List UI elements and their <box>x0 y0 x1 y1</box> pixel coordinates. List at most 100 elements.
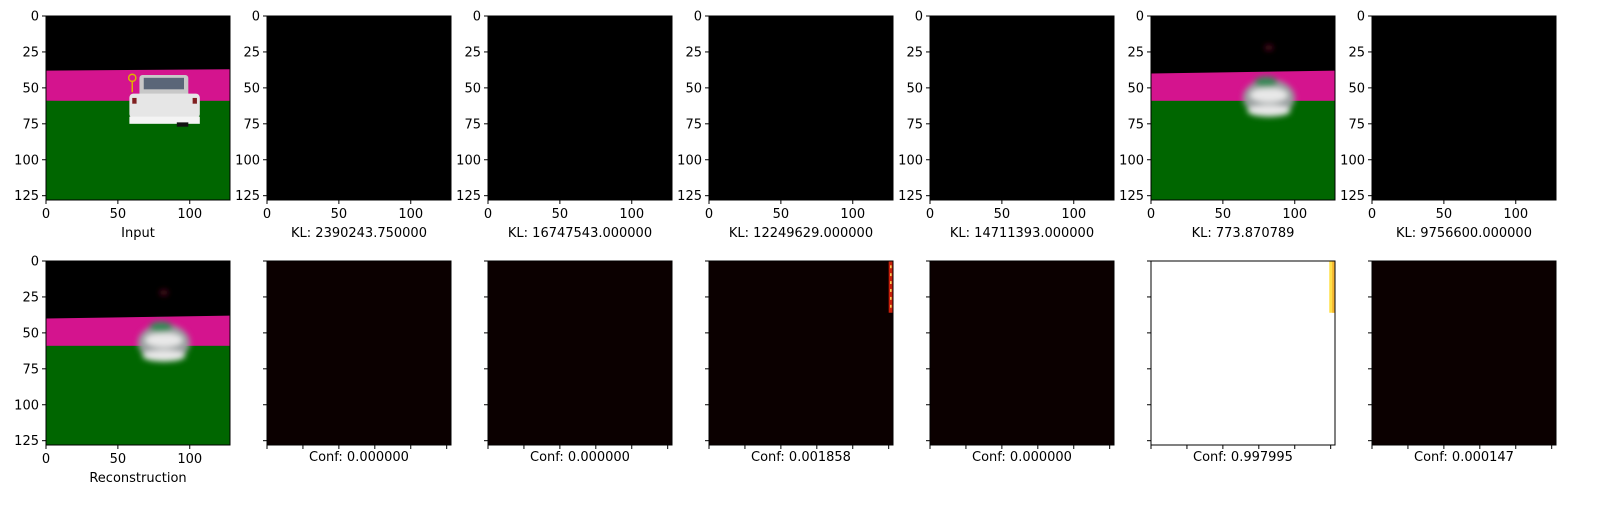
heatmap-area <box>1151 261 1335 445</box>
x-tick-label: 100 <box>1282 207 1307 222</box>
x-tick-label: 0 <box>1147 207 1155 222</box>
image-area <box>267 16 451 200</box>
y-tick-label: 0 <box>1136 10 1144 25</box>
x-tick-label: 50 <box>552 207 569 222</box>
heat-spot <box>890 281 892 284</box>
panel-caption: KL: 773.870789 <box>1192 226 1295 241</box>
image-area <box>1372 16 1556 200</box>
panel-top-7: 0 50 100 0 25 50 75 100 125 KL: 9756600.000000 <box>1340 10 1557 241</box>
y-tick-label: 100 <box>1119 153 1144 168</box>
y-tick-label: 75 <box>906 117 923 132</box>
y-tick-label: 100 <box>14 153 39 168</box>
car-window <box>143 77 184 90</box>
x-tick-label: 100 <box>177 207 202 222</box>
y-tick-label: 125 <box>14 189 39 204</box>
y-tick-label: 75 <box>22 362 39 377</box>
x-tick-label: 0 <box>263 207 271 222</box>
heatmap-area <box>709 261 893 445</box>
panel-caption: KL: 2390243.750000 <box>291 226 427 241</box>
x-tick-label: 100 <box>840 207 865 222</box>
panel-bottom-3: Conf: 0.000000 <box>484 260 673 465</box>
panel-frame <box>487 15 673 201</box>
y-tick-label: 125 <box>677 189 702 204</box>
x-tick-label: 0 <box>484 207 492 222</box>
panel-caption: Reconstruction <box>89 471 186 486</box>
y-tick-label: 50 <box>243 81 260 96</box>
y-tick-label: 75 <box>685 117 702 132</box>
y-tick-label: 50 <box>906 81 923 96</box>
ground-region <box>1151 100 1335 200</box>
panel-bottom-4: Conf: 0.001858 <box>705 260 894 465</box>
x-tick-label: 0 <box>42 207 50 222</box>
panel-caption: Conf: 0.000000 <box>530 450 630 465</box>
panel-top-1: 0 50 100 0 25 50 75 100 125 Input <box>14 10 231 241</box>
panel-top-6: 0 50 100 0 25 50 75 100 125 KL: 773.870789 <box>1119 10 1336 241</box>
x-tick-label: 50 <box>331 207 348 222</box>
x-tick-label: 100 <box>1503 207 1528 222</box>
x-tick-label: 50 <box>994 207 1011 222</box>
y-tick-label: 100 <box>14 398 39 413</box>
car-wheel <box>176 122 189 127</box>
y-tick-label: 50 <box>1348 81 1365 96</box>
y-tick-label: 25 <box>906 45 923 60</box>
panel-frame <box>45 260 231 446</box>
x-tick-label: 50 <box>1215 207 1232 222</box>
y-tick-label: 125 <box>14 434 39 449</box>
y-tick-label: 0 <box>915 10 923 25</box>
x-tick-label: 100 <box>619 207 644 222</box>
panel-bottom-7: Conf: 0.000147 <box>1368 260 1557 465</box>
blurred-car <box>138 289 190 362</box>
y-tick-label: 75 <box>243 117 260 132</box>
y-tick-label: 75 <box>1348 117 1365 132</box>
panel-frame <box>487 260 673 446</box>
y-tick-label: 50 <box>22 81 39 96</box>
y-tick-label: 50 <box>1127 81 1144 96</box>
x-tick-label: 50 <box>110 207 127 222</box>
panel-top-4: 0 50 100 0 25 50 75 100 125 KL: 12249629.000000 <box>677 10 894 241</box>
y-tick-label: 100 <box>677 153 702 168</box>
blurred-car <box>1243 44 1295 117</box>
y-tick-label: 25 <box>1127 45 1144 60</box>
heat-spot <box>890 265 892 269</box>
heat-spot <box>890 304 892 308</box>
heat-spot <box>890 289 892 292</box>
y-tick-label: 100 <box>456 153 481 168</box>
y-tick-label: 25 <box>685 45 702 60</box>
y-tick-label: 0 <box>694 10 702 25</box>
y-tick-label: 0 <box>473 10 481 25</box>
panel-top-5: 0 50 100 0 25 50 75 100 125 KL: 14711393.000000 <box>898 10 1115 241</box>
heatmap-area <box>267 261 451 445</box>
panel-caption: KL: 12249629.000000 <box>729 226 873 241</box>
x-tick-label: 0 <box>926 207 934 222</box>
y-tick-label: 125 <box>235 189 260 204</box>
heat-edge <box>1332 261 1335 313</box>
panel-top-3: 0 50 100 0 25 50 75 100 125 KL: 16747543.000000 <box>456 10 673 241</box>
panel-caption: Input <box>121 226 155 241</box>
y-tick-label: 0 <box>31 255 39 270</box>
panel-top-2: 0 50 100 0 25 50 75 100 125 KL: 2390243.750000 <box>235 10 452 241</box>
panel-bottom-1: 0 50 100 0 25 50 75 100 125 Reconstruction <box>14 255 231 486</box>
y-tick-label: 25 <box>1348 45 1365 60</box>
panel-caption: KL: 14711393.000000 <box>950 226 1094 241</box>
y-tick-label: 125 <box>898 189 923 204</box>
heatmap-area <box>930 261 1114 445</box>
heat-edge <box>888 261 893 313</box>
heat-spot <box>890 273 892 277</box>
y-tick-label: 125 <box>1119 189 1144 204</box>
panel-frame <box>266 15 452 201</box>
panel-caption: KL: 9756600.000000 <box>1396 226 1532 241</box>
panel-frame <box>1150 260 1336 446</box>
panel-bottom-5: Conf: 0.000000 <box>926 260 1115 465</box>
panel-caption: Conf: 0.000000 <box>309 450 409 465</box>
panel-caption: Conf: 0.997995 <box>1193 450 1293 465</box>
y-tick-label: 0 <box>252 10 260 25</box>
y-tick-label: 125 <box>456 189 481 204</box>
y-tick-label: 25 <box>464 45 481 60</box>
panel-frame <box>1371 15 1557 201</box>
image-area <box>488 16 672 200</box>
panel-frame <box>708 15 894 201</box>
y-tick-label: 75 <box>1127 117 1144 132</box>
y-tick-label: 25 <box>22 45 39 60</box>
y-tick-label: 0 <box>31 10 39 25</box>
x-tick-label: 100 <box>1061 207 1086 222</box>
